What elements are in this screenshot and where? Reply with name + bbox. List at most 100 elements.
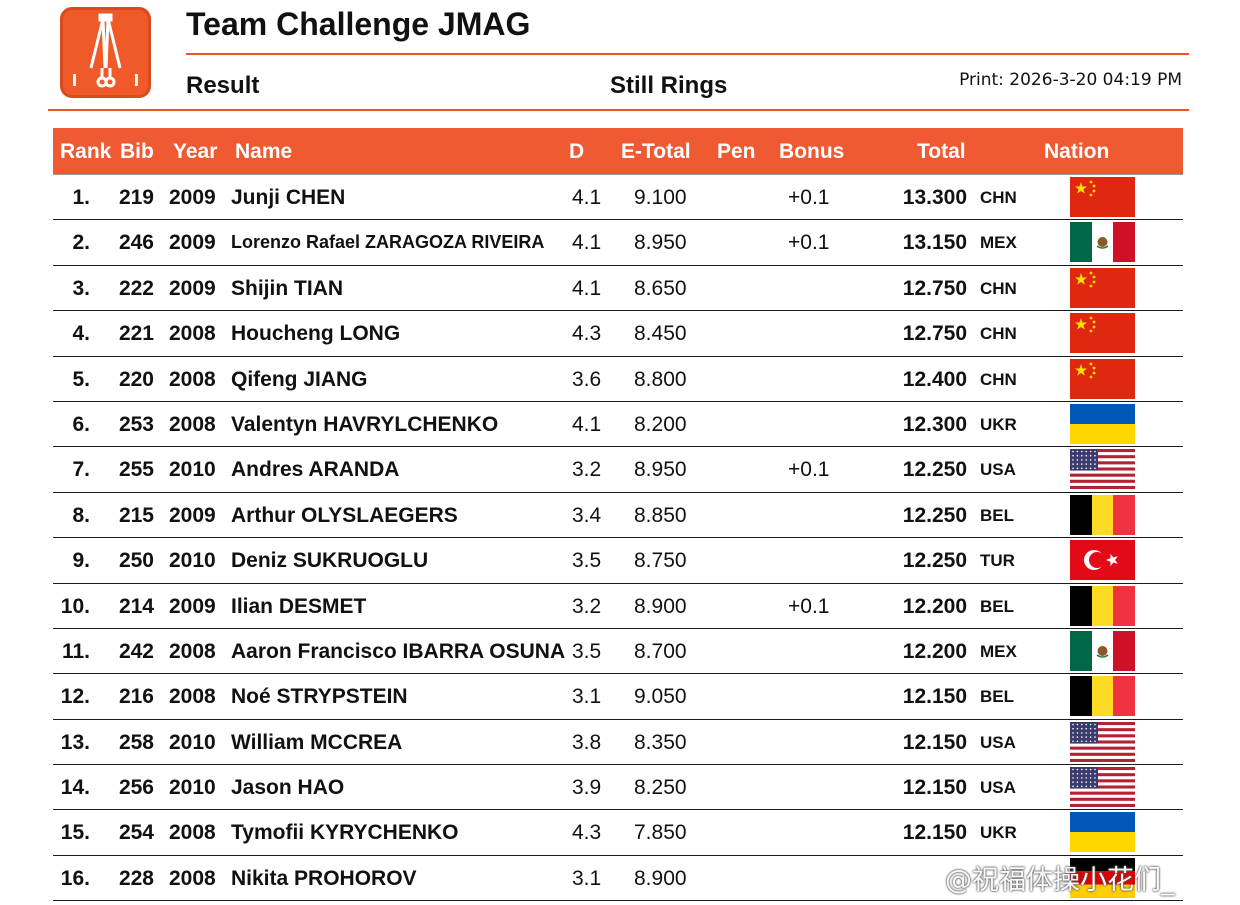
cell-etotal: 8.200 — [634, 412, 687, 436]
cell-year: 2008 — [169, 367, 216, 391]
mexico-flag-icon — [1070, 222, 1135, 263]
cell-d: 3.6 — [572, 367, 602, 391]
cell-year: 2009 — [169, 594, 216, 618]
cell-rank: 9. — [72, 549, 90, 573]
cell-bonus: +0.1 — [788, 594, 830, 618]
cell-nation: CHN — [980, 188, 1017, 207]
cell-d: 3.5 — [572, 549, 602, 573]
cell-rank: 12. — [60, 685, 90, 709]
cell-nation: BEL — [980, 596, 1014, 616]
cell-d: 3.4 — [572, 503, 602, 527]
cell-d: 4.1 — [572, 276, 602, 300]
cell-nation: MEX — [980, 233, 1017, 253]
col-bib: Bib — [120, 140, 154, 163]
cell-name: William MCCREA — [231, 730, 403, 754]
cell-year: 2010 — [169, 776, 216, 800]
rings-logo-icon — [60, 7, 151, 98]
cell-nation: BEL — [980, 505, 1014, 525]
cell-nation: USA — [980, 732, 1016, 752]
cell-rank: 3. — [72, 276, 90, 300]
table-row: 14. 256 2010 Jason HAO 3.9 8.250 12.150 USA — [53, 765, 1183, 811]
table-header: Rank Bib Year Name D E-Total Pen Bonus T… — [53, 128, 1183, 175]
cell-d: 3.9 — [572, 776, 602, 800]
cell-bib: 246 — [118, 231, 154, 255]
cell-name: Aaron Francisco IBARRA OSUNA — [231, 639, 566, 663]
print-timestamp: Print: 2026-3-20 04:19 PM — [959, 70, 1182, 90]
cell-etotal: 8.800 — [634, 367, 687, 391]
cell-nation: CHN — [980, 369, 1017, 389]
mexico-flag-icon — [1070, 630, 1135, 671]
cell-bib: 222 — [118, 276, 154, 300]
cell-name: Andres ARANDA — [231, 458, 400, 482]
cell-total: 12.150 — [902, 776, 967, 800]
belgium-flag-icon — [1070, 494, 1135, 535]
usa-flag-icon — [1070, 449, 1135, 490]
china-flag-icon — [1070, 358, 1135, 399]
cell-total: 12.400 — [902, 367, 967, 391]
cell-d: 3.1 — [572, 685, 602, 709]
cell-rank: 2. — [72, 231, 90, 255]
cell-etotal: 9.050 — [634, 685, 687, 709]
cell-bonus: +0.1 — [788, 231, 830, 255]
cell-year: 2010 — [169, 458, 216, 482]
cell-bib: 258 — [118, 730, 154, 754]
cell-d: 4.3 — [572, 821, 602, 845]
table-row: 6. 253 2008 Valentyn HAVRYLCHENKO 4.1 8.200 12… — [53, 402, 1183, 448]
cell-year: 2009 — [169, 276, 216, 300]
cell-etotal: 8.750 — [634, 549, 687, 573]
col-nation: Nation — [1044, 140, 1110, 163]
cell-bib: 256 — [118, 776, 154, 800]
cell-year: 2008 — [169, 866, 216, 890]
cell-total: 13.150 — [902, 231, 967, 255]
cell-rank: 7. — [72, 458, 90, 482]
cell-year: 2008 — [169, 639, 216, 663]
page-title: Team Challenge JMAG — [186, 6, 531, 42]
cell-bib: 242 — [118, 639, 154, 663]
results-table: Rank Bib Year Name D E-Total Pen Bonus T… — [53, 128, 1183, 902]
cell-total: 12.150 — [902, 685, 967, 709]
col-bonus: Bonus — [779, 140, 845, 163]
cell-d: 4.1 — [572, 231, 602, 255]
usa-flag-icon — [1070, 721, 1135, 762]
cell-name: Qifeng JIANG — [231, 367, 368, 391]
cell-etotal: 8.900 — [634, 866, 687, 890]
cell-total: 12.150 — [902, 730, 967, 754]
cell-year: 2010 — [169, 730, 216, 754]
cell-d: 3.1 — [572, 866, 602, 890]
cell-bib: 214 — [118, 594, 154, 618]
table-body: 1. 219 2009 Junji CHEN 4.1 9.100 +0.1 13.300 CHN… — [53, 175, 1183, 902]
usa-flag-icon — [1070, 767, 1135, 808]
cell-name: Arthur OLYSLAEGERS — [231, 503, 458, 527]
cell-rank: 13. — [60, 730, 90, 754]
cell-bib: 250 — [118, 549, 154, 573]
cell-rank: 4. — [72, 322, 90, 346]
cell-etotal: 8.450 — [634, 322, 687, 346]
table-row: 16. 228 2008 Nikita PROHOROV 3.1 8.900 — [53, 856, 1183, 902]
cell-d: 3.2 — [572, 594, 602, 618]
cell-bib: 255 — [118, 458, 154, 482]
col-total: Total — [917, 140, 966, 163]
watermark: @祝福体操小花们_ — [945, 865, 1175, 896]
cell-total: 12.750 — [902, 276, 967, 300]
table-row: 10. 214 2009 Ilian DESMET 3.2 8.900 +0.1 12.200… — [53, 584, 1183, 629]
cell-year: 2009 — [169, 186, 216, 209]
cell-etotal: 8.650 — [634, 276, 687, 300]
cell-rank: 15. — [60, 821, 90, 845]
belgium-flag-icon — [1070, 676, 1135, 717]
cell-total: 12.250 — [902, 458, 967, 482]
cell-bib: 228 — [118, 866, 154, 890]
table-row: 9. 250 2010 Deniz SUKRUOGLU 3.5 8.750 12.250 TU… — [53, 538, 1183, 584]
cell-name: Houcheng LONG — [231, 322, 401, 346]
cell-nation: MEX — [980, 641, 1017, 661]
belgium-flag-icon — [1070, 585, 1135, 626]
cell-bib: 253 — [118, 412, 154, 436]
cell-d: 3.5 — [572, 639, 602, 663]
table-row: 5. 220 2008 Qifeng JIANG 3.6 8.800 12.400 CHN — [53, 357, 1183, 402]
cell-bib: 254 — [118, 821, 154, 845]
cell-etotal: 8.350 — [634, 730, 687, 754]
china-flag-icon — [1070, 267, 1135, 308]
cell-nation: TUR — [980, 551, 1015, 571]
cell-name: Noé STRYPSTEIN — [231, 685, 408, 709]
cell-rank: 1. — [72, 186, 90, 209]
cell-year: 2008 — [169, 322, 216, 346]
